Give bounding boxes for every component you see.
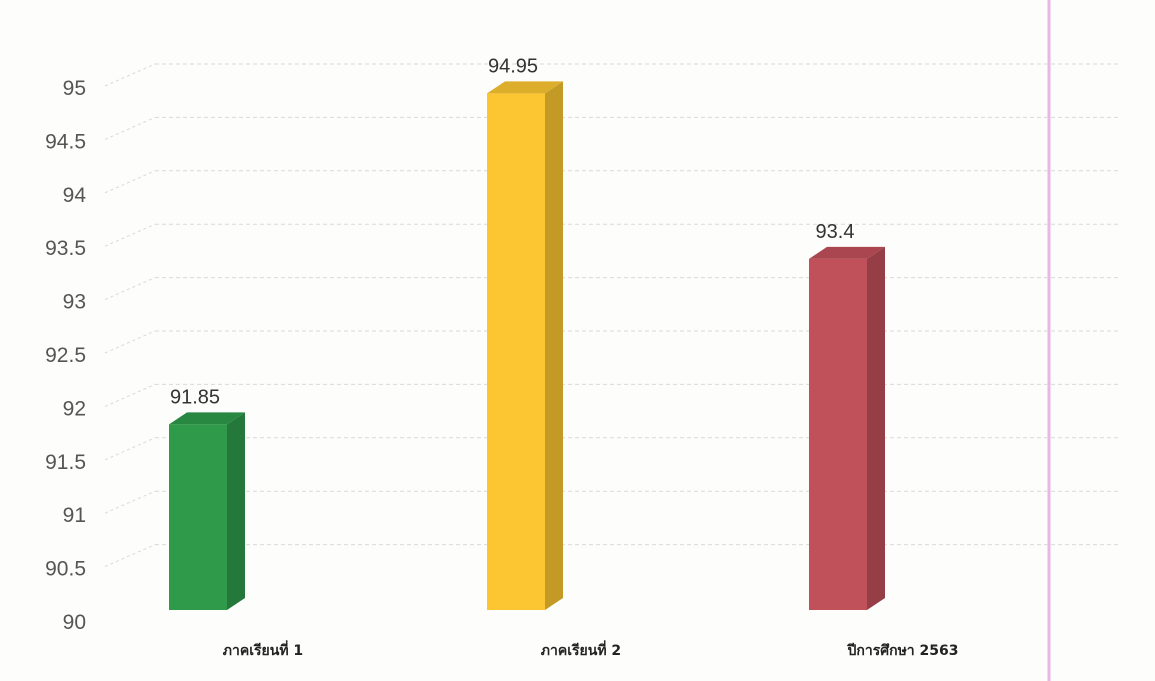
bar-side-face bbox=[227, 412, 245, 610]
gridline-diagonal bbox=[104, 63, 156, 87]
y-tick-label: 94 bbox=[63, 184, 87, 207]
y-tick-label: 90 bbox=[63, 611, 86, 634]
y-tick-label: 92.5 bbox=[45, 344, 86, 367]
data-labels: 91.85 94.95 93.4 bbox=[170, 55, 855, 408]
y-tick-label: 92 bbox=[63, 397, 86, 420]
y-tick-label: 94.5 bbox=[45, 130, 86, 153]
gridline-diagonal bbox=[104, 170, 156, 194]
y-tick-label: 91 bbox=[63, 504, 86, 527]
y-axis-tick-labels: 90 90.5 91 91.5 92 92.5 93 93.5 94 94.5 95 bbox=[45, 77, 86, 634]
data-label: 93.4 bbox=[816, 221, 855, 243]
x-category-label: ปีการศึกษา 2563 bbox=[846, 642, 959, 659]
gridlines bbox=[104, 63, 1118, 568]
gridline-diagonal bbox=[104, 116, 156, 140]
bar-front-face bbox=[809, 258, 867, 610]
x-category-label: ภาคเรียนที่ 2 bbox=[541, 640, 621, 659]
gridline-diagonal bbox=[104, 223, 156, 247]
gridline-diagonal bbox=[104, 330, 156, 354]
bar-3 bbox=[809, 246, 885, 610]
bar-top-face bbox=[809, 246, 885, 259]
y-tick-label: 93 bbox=[63, 291, 86, 314]
y-tick-label: 91.5 bbox=[45, 451, 86, 474]
gridline-diagonal bbox=[104, 277, 156, 301]
gridline-diagonal bbox=[104, 544, 156, 568]
gridline-diagonal bbox=[104, 437, 156, 461]
bar-side-face bbox=[867, 246, 885, 610]
bar-1 bbox=[169, 412, 245, 610]
bar-front-face bbox=[487, 93, 545, 611]
bars bbox=[169, 81, 885, 611]
x-category-label: ภาคเรียนที่ 1 bbox=[223, 640, 303, 659]
bar-2 bbox=[487, 81, 563, 611]
data-label: 94.95 bbox=[488, 55, 538, 77]
bar-top-face bbox=[487, 81, 563, 94]
gridline-diagonal bbox=[104, 490, 156, 514]
x-axis-category-labels: ภาคเรียนที่ 1 ภาคเรียนที่ 2 ปีการศึกษา 256… bbox=[223, 640, 959, 659]
bar-top-face bbox=[169, 412, 245, 425]
bar-side-face bbox=[545, 81, 563, 611]
y-tick-label: 95 bbox=[63, 77, 86, 100]
y-tick-label: 90.5 bbox=[45, 558, 86, 581]
data-label: 91.85 bbox=[170, 386, 220, 408]
gridline-diagonal bbox=[104, 383, 156, 407]
bar-front-face bbox=[169, 424, 227, 610]
y-tick-label: 93.5 bbox=[45, 237, 86, 260]
